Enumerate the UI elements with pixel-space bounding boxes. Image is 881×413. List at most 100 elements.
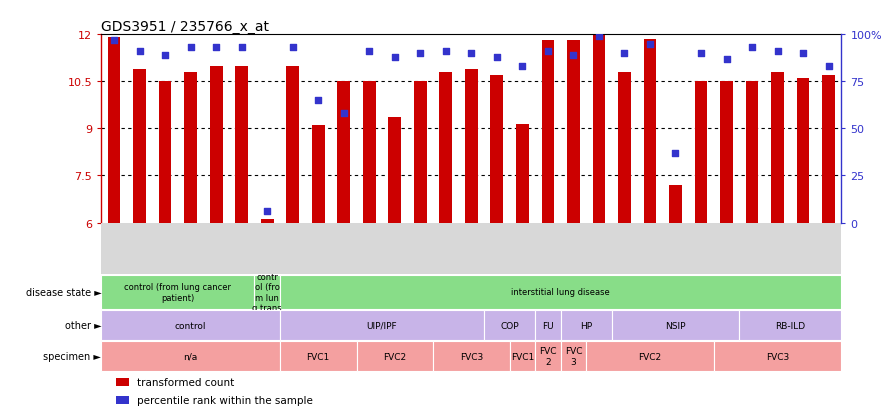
Bar xyxy=(433,341,509,371)
Point xyxy=(796,50,811,57)
Text: specimen ►: specimen ► xyxy=(43,351,101,361)
Point xyxy=(260,209,274,215)
Point xyxy=(592,34,606,40)
Bar xyxy=(414,82,426,223)
Text: contr
ol (fro
m lun
g trans: contr ol (fro m lun g trans xyxy=(252,272,282,312)
Text: FVC
3: FVC 3 xyxy=(565,347,582,366)
Point xyxy=(669,150,683,157)
Bar xyxy=(101,311,280,340)
Bar xyxy=(440,73,452,223)
Point xyxy=(464,50,478,57)
Point xyxy=(720,56,734,63)
Point xyxy=(771,49,785,55)
Text: NSIP: NSIP xyxy=(665,321,685,330)
Bar xyxy=(286,66,299,223)
Bar xyxy=(822,76,835,223)
Text: HP: HP xyxy=(580,321,592,330)
Bar xyxy=(720,82,733,223)
Point xyxy=(515,64,529,70)
Bar xyxy=(771,73,784,223)
Point xyxy=(183,45,197,52)
Point xyxy=(439,49,453,55)
Bar xyxy=(312,126,324,223)
Point xyxy=(285,45,300,52)
Bar xyxy=(280,275,841,309)
Bar xyxy=(280,341,357,371)
Bar xyxy=(261,220,274,223)
Bar xyxy=(116,396,130,404)
Point xyxy=(541,49,555,55)
Bar xyxy=(491,76,503,223)
Text: UIP/IPF: UIP/IPF xyxy=(366,321,397,330)
Bar xyxy=(116,377,130,386)
Bar xyxy=(465,69,478,223)
Point xyxy=(388,55,402,61)
Bar xyxy=(567,41,580,223)
Bar xyxy=(714,341,841,371)
Point xyxy=(362,49,376,55)
Text: control: control xyxy=(175,321,206,330)
Bar xyxy=(235,66,248,223)
Point xyxy=(694,50,708,57)
Bar xyxy=(516,124,529,223)
Point xyxy=(745,45,759,52)
Text: GDS3951 / 235766_x_at: GDS3951 / 235766_x_at xyxy=(101,20,270,34)
Point xyxy=(490,55,504,61)
Bar xyxy=(694,82,707,223)
Bar xyxy=(101,275,255,309)
Point xyxy=(413,50,427,57)
Text: FVC2: FVC2 xyxy=(383,352,406,361)
Bar xyxy=(357,341,433,371)
Bar xyxy=(184,73,197,223)
Point xyxy=(234,45,248,52)
Text: disease state ►: disease state ► xyxy=(26,287,101,297)
Text: FVC3: FVC3 xyxy=(766,352,789,361)
Text: RB-ILD: RB-ILD xyxy=(775,321,805,330)
Bar xyxy=(389,118,401,223)
Text: FVC1: FVC1 xyxy=(307,352,329,361)
Text: n/a: n/a xyxy=(183,352,197,361)
Point xyxy=(822,64,836,70)
Point xyxy=(618,50,632,57)
Text: other ►: other ► xyxy=(64,320,101,330)
Bar xyxy=(107,38,121,223)
Text: FVC
2: FVC 2 xyxy=(539,347,557,366)
Bar xyxy=(560,341,586,371)
Bar xyxy=(210,66,223,223)
Text: FVC3: FVC3 xyxy=(460,352,483,361)
Bar xyxy=(611,311,739,340)
Bar xyxy=(796,79,810,223)
Bar xyxy=(363,82,375,223)
Bar xyxy=(618,73,631,223)
Point xyxy=(337,111,351,117)
Point xyxy=(643,41,657,48)
Bar xyxy=(159,82,172,223)
Bar xyxy=(586,341,714,371)
Point xyxy=(311,97,325,104)
Text: interstitial lung disease: interstitial lung disease xyxy=(511,288,610,297)
Point xyxy=(209,45,223,52)
Text: FVC2: FVC2 xyxy=(639,352,662,361)
Point xyxy=(132,49,146,55)
Bar xyxy=(255,275,280,309)
Text: percentile rank within the sample: percentile rank within the sample xyxy=(137,395,313,405)
Bar xyxy=(535,341,560,371)
Bar xyxy=(535,311,560,340)
Bar xyxy=(337,82,350,223)
Bar xyxy=(593,35,605,223)
Point xyxy=(566,52,581,59)
Text: COP: COP xyxy=(500,321,519,330)
Bar xyxy=(509,341,535,371)
Bar xyxy=(669,185,682,223)
Bar xyxy=(280,311,484,340)
Bar xyxy=(739,311,841,340)
Bar xyxy=(560,311,611,340)
Bar xyxy=(484,311,535,340)
Text: FU: FU xyxy=(542,321,553,330)
Bar xyxy=(644,40,656,223)
Text: FVC1: FVC1 xyxy=(511,352,534,361)
Point xyxy=(107,38,121,44)
Bar xyxy=(101,341,280,371)
Point xyxy=(158,52,172,59)
Bar xyxy=(542,41,554,223)
